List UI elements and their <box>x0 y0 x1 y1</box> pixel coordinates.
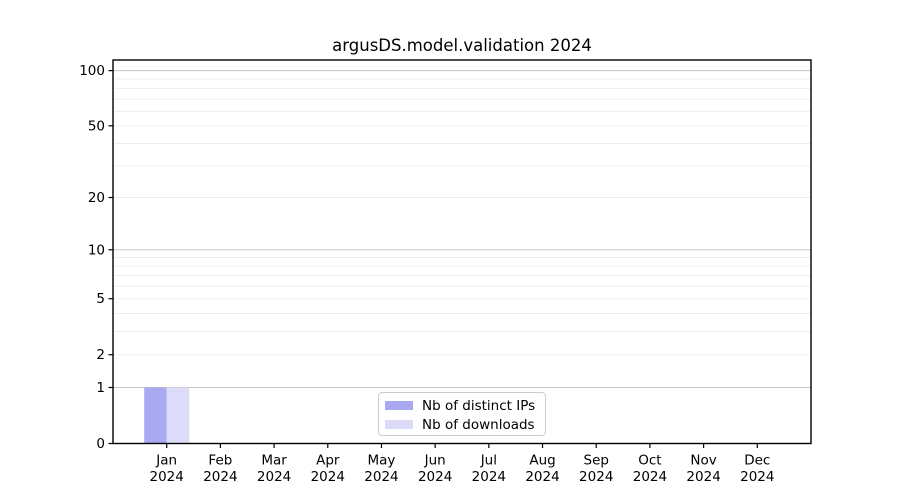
x-tick-label-month: Sep <box>584 453 609 469</box>
x-tick-label-year: 2024 <box>257 469 291 485</box>
x-tick-label-month: Mar <box>261 453 287 469</box>
x-tick-label-month: Nov <box>690 453 716 469</box>
legend-item-downloads: Nb of downloads <box>385 415 545 434</box>
legend: Nb of distinct IPs Nb of downloads <box>378 392 546 436</box>
bar-downloads-jan <box>166 387 190 444</box>
x-tick-label-month: Feb <box>208 453 232 469</box>
x-tick-label-year: 2024 <box>525 469 559 485</box>
x-tick-label-year: 2024 <box>364 469 398 485</box>
y-tick-label: 100 <box>79 63 105 79</box>
y-tick-label: 0 <box>96 436 105 452</box>
y-tick-label: 10 <box>88 242 105 258</box>
legend-swatch-distinct-ips-icon <box>385 400 413 411</box>
x-tick-label-year: 2024 <box>579 469 613 485</box>
x-tick-label-month: May <box>368 453 396 469</box>
legend-swatch-downloads-icon <box>385 419 413 430</box>
x-tick-label-year: 2024 <box>418 469 452 485</box>
y-tick-label: 5 <box>96 291 105 307</box>
legend-item-distinct-ips: Nb of distinct IPs <box>385 396 545 415</box>
y-tick-label: 1 <box>96 380 105 396</box>
x-tick-label-month: Dec <box>744 453 770 469</box>
x-tick-label-year: 2024 <box>203 469 237 485</box>
legend-label-downloads: Nb of downloads <box>422 416 535 433</box>
y-tick-label: 2 <box>96 347 105 363</box>
x-tick-label-month: Apr <box>316 453 340 469</box>
x-tick-label-year: 2024 <box>686 469 720 485</box>
bar-distinct-ips-jan <box>144 387 167 444</box>
chart-title: argusDS.model.validation 2024 <box>332 36 592 55</box>
y-tick-label: 50 <box>88 118 105 134</box>
x-tick-label-year: 2024 <box>472 469 506 485</box>
legend-label-distinct-ips: Nb of distinct IPs <box>422 397 536 414</box>
y-tick-label: 20 <box>88 190 105 206</box>
x-tick-label-year: 2024 <box>740 469 774 485</box>
x-tick-label-year: 2024 <box>311 469 345 485</box>
x-tick-label-month: Jan <box>155 453 177 469</box>
axes-frame <box>112 59 812 445</box>
x-tick-label-year: 2024 <box>150 469 184 485</box>
x-tick-label-month: Jun <box>424 453 446 469</box>
x-tick-label-month: Aug <box>529 453 555 469</box>
x-tick-label-year: 2024 <box>633 469 667 485</box>
x-tick-label-month: Oct <box>638 453 661 469</box>
x-tick-label-month: Jul <box>480 453 497 469</box>
